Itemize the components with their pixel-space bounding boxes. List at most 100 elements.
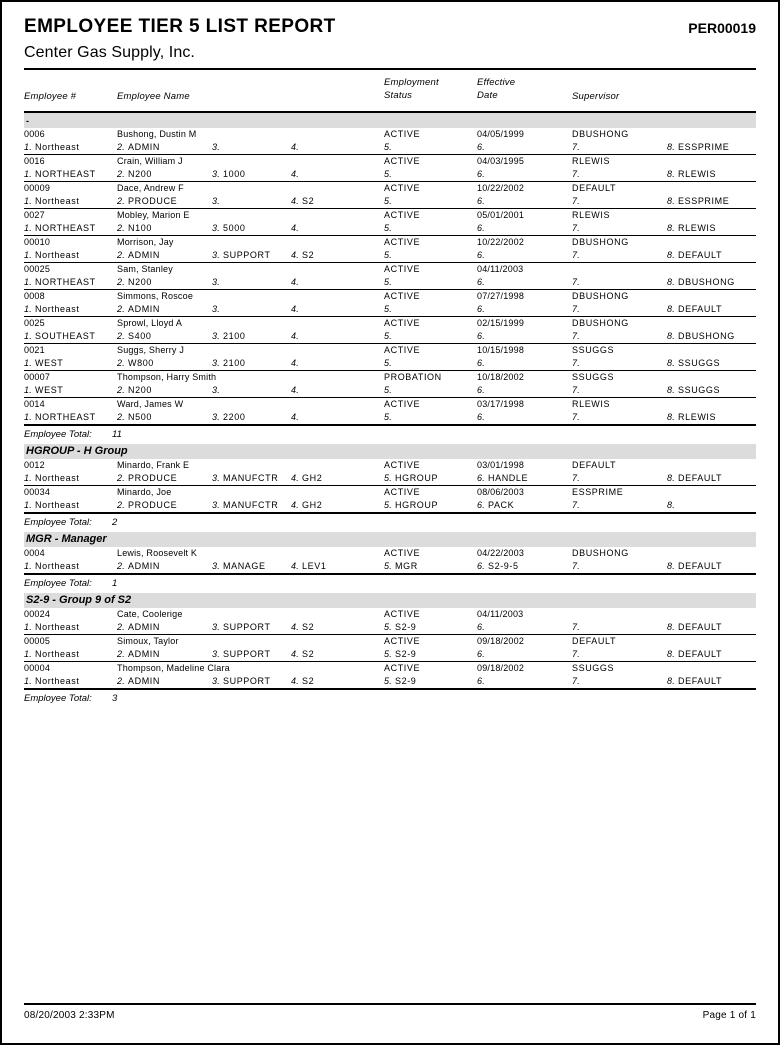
column-header-employment-status-line2: Status <box>384 90 413 101</box>
table-row[interactable]: 00005 Simoux, Taylor ACTIVE 09/18/2002 DEFAU… <box>24 635 756 662</box>
detail-field-index: 2. <box>117 169 125 179</box>
employee-detail-field-6: 6. HANDLE <box>477 472 528 485</box>
employee-detail-field-6: 6. <box>477 330 485 343</box>
detail-field-index: 4. <box>291 196 299 206</box>
employee-detail-field-2: 2. N200 <box>117 168 152 181</box>
detail-field-index: 5. <box>384 277 392 287</box>
employee-number: 0027 <box>24 210 45 220</box>
employment-status: ACTIVE <box>384 264 421 274</box>
employee-detail-field-3: 3. <box>212 384 220 397</box>
employment-status: ACTIVE <box>384 399 421 409</box>
detail-field-value: DEFAULT <box>674 304 723 314</box>
table-row[interactable]: 0006 Bushong, Dustin M ACTIVE 04/05/1999 DBU… <box>24 128 756 155</box>
employee-detail-field-1: 1. NORTHEAST <box>24 168 96 181</box>
supervisor: SSUGGS <box>572 663 615 673</box>
table-row[interactable]: 00025 Sam, Stanley ACTIVE 04/11/2003 1. NORT… <box>24 263 756 290</box>
detail-field-index: 7. <box>572 412 580 422</box>
employee-number: 0025 <box>24 318 45 328</box>
table-row[interactable]: 0014 Ward, James W ACTIVE 03/17/1998 RLEWIS 1… <box>24 398 756 425</box>
employee-detail-field-3: 3. <box>212 303 220 316</box>
employee-number: 0008 <box>24 291 45 301</box>
table-row[interactable]: 0008 Simmons, Roscoe ACTIVE 07/27/1998 DBUSH… <box>24 290 756 317</box>
group-header-label: MGR - Manager <box>26 533 107 545</box>
detail-field-index: 1. <box>24 649 32 659</box>
employee-detail-field-3: 3. 2100 <box>212 357 245 370</box>
detail-field-index: 1. <box>24 196 32 206</box>
detail-field-value: SOUTHEAST <box>31 331 96 341</box>
employee-total-label: Employee Total: <box>24 429 92 440</box>
effective-date: 04/05/1999 <box>477 129 525 139</box>
table-row[interactable]: 00034 Minardo, Joe ACTIVE 08/06/2003 ESSPRIM… <box>24 486 756 513</box>
detail-field-index: 4. <box>291 385 299 395</box>
employee-main-row: 00010 Morrison, Jay ACTIVE 10/22/2002 DBUSHO… <box>24 236 756 249</box>
detail-field-index: 7. <box>572 250 580 260</box>
detail-field-value: SUPPORT <box>219 250 271 260</box>
employee-detail-field-7: 7. <box>572 276 580 289</box>
employee-total-label: Employee Total: <box>24 578 92 589</box>
employee-detail-field-8: 8. ESSPRIME <box>667 195 729 208</box>
detail-field-index: 8. <box>667 412 675 422</box>
table-row[interactable]: 0004 Lewis, Roosevelt K ACTIVE 04/22/2003 DB… <box>24 547 756 574</box>
detail-field-index: 7. <box>572 142 580 152</box>
employee-detail-field-8: 8. DEFAULT <box>667 648 722 661</box>
detail-field-index: 1. <box>24 358 32 368</box>
detail-field-value: MANUFCTR <box>219 500 279 510</box>
employee-detail-row: 1. Northeast 2. ADMIN 3. MANAGE 4. LEV1 5. M… <box>24 560 756 573</box>
detail-field-index: 5. <box>384 169 392 179</box>
detail-field-value: WEST <box>31 385 64 395</box>
employment-status: ACTIVE <box>384 291 421 301</box>
detail-field-index: 3. <box>212 223 220 233</box>
employee-detail-field-6: 6. <box>477 249 485 262</box>
employee-detail-field-1: 1. NORTHEAST <box>24 222 96 235</box>
table-row[interactable]: 0012 Minardo, Frank E ACTIVE 03/01/1998 DEFA… <box>24 459 756 486</box>
employee-detail-field-2: 2. N500 <box>117 411 152 424</box>
employee-total-value: 2 <box>112 517 118 528</box>
detail-field-index: 1. <box>24 250 32 260</box>
employee-name: Thompson, Harry Smith <box>117 372 217 382</box>
table-row[interactable]: 0025 Sprowl, Lloyd A ACTIVE 02/15/1999 DBUSH… <box>24 317 756 344</box>
employment-status: ACTIVE <box>384 663 421 673</box>
employee-detail-field-6: 6. <box>477 195 485 208</box>
table-row[interactable]: 0021 Suggs, Sherry J ACTIVE 10/15/1998 SSUGG… <box>24 344 756 371</box>
supervisor: DBUSHONG <box>572 237 629 247</box>
detail-field-index: 1. <box>24 500 32 510</box>
detail-field-value: N100 <box>124 223 152 233</box>
detail-field-index: 6. <box>477 412 485 422</box>
detail-field-index: 1. <box>24 304 32 314</box>
employee-detail-field-4: 4. S2 <box>291 675 314 688</box>
employee-detail-field-3: 3. SUPPORT <box>212 648 271 661</box>
employee-detail-field-4: 4. LEV1 <box>291 560 326 573</box>
table-row[interactable]: 0016 Crain, William J ACTIVE 04/03/1995 RLEW… <box>24 155 756 182</box>
employee-name: Cate, Coolerige <box>117 609 183 619</box>
detail-field-index: 7. <box>572 561 580 571</box>
employee-detail-field-6: 6. <box>477 357 485 370</box>
table-row[interactable]: 0027 Mobley, Marion E ACTIVE 05/01/2001 RLEW… <box>24 209 756 236</box>
table-row[interactable]: 00007 Thompson, Harry Smith PROBATION 10/18… <box>24 371 756 398</box>
company-name: Center Gas Supply, Inc. <box>24 44 195 61</box>
employment-status: ACTIVE <box>384 460 421 470</box>
detail-field-index: 1. <box>24 331 32 341</box>
detail-field-value: DBUSHONG <box>674 277 735 287</box>
effective-date: 07/27/1998 <box>477 291 525 301</box>
detail-field-index: 6. <box>477 561 485 571</box>
detail-field-index: 7. <box>572 676 580 686</box>
employee-detail-field-5: 5. <box>384 357 392 370</box>
table-row[interactable]: 00004 Thompson, Madeline Clara ACTIVE 09/18… <box>24 662 756 689</box>
detail-field-value: PACK <box>484 500 515 510</box>
detail-field-value: WEST <box>31 358 64 368</box>
group-header-label: S2-9 - Group 9 of S2 <box>26 594 132 606</box>
employee-detail-field-7: 7. <box>572 499 580 512</box>
group-header-label: HGROUP - H Group <box>26 445 128 457</box>
table-row[interactable]: 00010 Morrison, Jay ACTIVE 10/22/2002 DBUSHO… <box>24 236 756 263</box>
detail-field-value: S2 <box>298 622 315 632</box>
employee-detail-field-4: 4. S2 <box>291 648 314 661</box>
employee-detail-field-1: 1. SOUTHEAST <box>24 330 95 343</box>
table-row[interactable]: 00024 Cate, Coolerige ACTIVE 04/11/2003 1. N… <box>24 608 756 635</box>
employee-detail-field-5: 5. <box>384 330 392 343</box>
supervisor: DBUSHONG <box>572 548 629 558</box>
detail-field-value: RLEWIS <box>674 412 717 422</box>
employee-number: 00025 <box>24 264 51 274</box>
detail-field-index: 3. <box>212 649 220 659</box>
detail-field-value: N200 <box>124 169 152 179</box>
table-row[interactable]: 00009 Dace, Andrew F ACTIVE 10/22/2002 DEFAU… <box>24 182 756 209</box>
